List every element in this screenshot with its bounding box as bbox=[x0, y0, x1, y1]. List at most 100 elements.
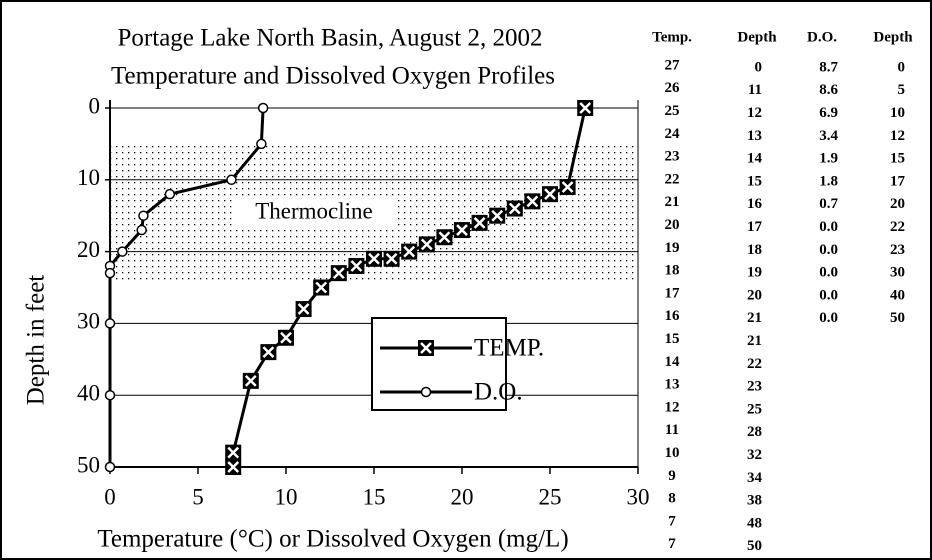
table-header: Depth bbox=[737, 29, 777, 45]
square-marker bbox=[260, 344, 277, 361]
square-marker bbox=[401, 243, 418, 260]
square-marker bbox=[330, 265, 347, 282]
table-cell: 0.0 bbox=[819, 242, 838, 258]
thermocline-label-bg bbox=[232, 199, 396, 227]
table-header: Depth bbox=[873, 29, 913, 45]
marker-cross bbox=[244, 374, 257, 387]
y-tick-label: 40 bbox=[77, 380, 100, 405]
square-marker bbox=[559, 178, 576, 195]
table-cell: 28 bbox=[747, 424, 762, 440]
circle-marker bbox=[256, 138, 267, 150]
table-cell: 23 bbox=[665, 149, 680, 165]
square-marker bbox=[489, 207, 506, 224]
table-cell: 21 bbox=[747, 333, 762, 349]
table-cell: 12 bbox=[890, 128, 905, 144]
table-cell: 16 bbox=[747, 196, 763, 212]
square-marker bbox=[348, 257, 365, 274]
circle-marker bbox=[117, 246, 128, 257]
thermocline-label: Thermocline bbox=[255, 198, 373, 223]
square-marker bbox=[225, 459, 242, 475]
marker-cross bbox=[526, 195, 539, 208]
square-marker bbox=[313, 279, 330, 296]
table-cell: 0 bbox=[898, 59, 906, 75]
marker-cross bbox=[297, 303, 310, 315]
square-marker bbox=[436, 229, 453, 246]
x-tick-label: 0 bbox=[104, 484, 116, 509]
y-tick-label: 20 bbox=[77, 237, 100, 262]
circle-marker bbox=[164, 188, 176, 200]
table-cell: 18 bbox=[747, 242, 762, 258]
x-tick-label: 30 bbox=[627, 484, 650, 509]
table-cell: 25 bbox=[665, 103, 680, 119]
table-cell: 22 bbox=[890, 219, 905, 235]
square-marker bbox=[471, 214, 488, 231]
circle-marker bbox=[104, 389, 116, 401]
table-cell: 15 bbox=[665, 331, 680, 347]
x-tick-label: 10 bbox=[275, 484, 298, 509]
table-cell: 30 bbox=[890, 265, 905, 281]
table-cell: 12 bbox=[665, 399, 680, 415]
table-cell: 22 bbox=[747, 356, 762, 372]
table-cell: 20 bbox=[665, 217, 680, 233]
y-tick-label: 30 bbox=[77, 309, 100, 334]
table-cell: 13 bbox=[747, 128, 762, 144]
table-cell: 15 bbox=[890, 151, 905, 167]
marker-cross bbox=[561, 181, 574, 193]
marker-cross bbox=[385, 252, 398, 265]
table-cell: 13 bbox=[665, 377, 680, 393]
square-marker bbox=[295, 301, 312, 318]
marker-cross bbox=[350, 260, 363, 272]
circle-marker bbox=[136, 224, 147, 236]
square-marker bbox=[225, 444, 242, 461]
square-marker bbox=[524, 193, 541, 210]
table-cell: 19 bbox=[747, 265, 762, 281]
table-cell: 17 bbox=[890, 173, 906, 189]
legend: TEMP. D.O. bbox=[371, 317, 544, 411]
square-marker bbox=[454, 222, 470, 239]
table-cell: 0.0 bbox=[819, 265, 838, 281]
square-marker bbox=[506, 200, 523, 217]
table-cell: 3.4 bbox=[819, 128, 838, 144]
table-header: Temp. bbox=[652, 29, 692, 45]
series-line bbox=[108, 107, 265, 467]
table-cell: 50 bbox=[890, 310, 905, 326]
series-line bbox=[231, 107, 587, 467]
table-header: D.O. bbox=[807, 29, 837, 45]
marker-cross bbox=[544, 188, 556, 201]
table-cell: 48 bbox=[747, 515, 762, 531]
table-cell: 6.9 bbox=[819, 105, 838, 121]
x-tick-label: 25 bbox=[539, 484, 562, 509]
table-cell: 11 bbox=[665, 422, 679, 438]
y-tick-label: 0 bbox=[89, 93, 101, 118]
table-cell: 8 bbox=[668, 491, 676, 507]
circle-marker bbox=[138, 210, 149, 221]
table-cell: 21 bbox=[665, 194, 680, 210]
y-tick-label: 10 bbox=[77, 165, 100, 190]
square-marker bbox=[242, 372, 259, 389]
table-cell: 0.0 bbox=[819, 219, 838, 235]
table-cell: 23 bbox=[890, 242, 905, 258]
x-tick-label: 20 bbox=[451, 484, 474, 509]
table-cell: 38 bbox=[747, 493, 762, 509]
square-marker bbox=[278, 329, 294, 346]
table-cell: 14 bbox=[665, 354, 681, 370]
marker-cross bbox=[579, 102, 592, 114]
x-tick-label: 5 bbox=[192, 484, 204, 509]
table-cell: 8.7 bbox=[819, 59, 838, 75]
marker-cross bbox=[438, 231, 451, 244]
table-cell: 25 bbox=[747, 401, 762, 417]
marker-cross bbox=[262, 346, 275, 359]
square-marker bbox=[418, 340, 434, 356]
table-cell: 10 bbox=[890, 105, 905, 121]
table-cell: 0 bbox=[755, 59, 763, 75]
table-cell: 14 bbox=[747, 151, 763, 167]
chart-title: Portage Lake North Basin, August 2, 2002 bbox=[118, 25, 543, 52]
table-cell: 17 bbox=[747, 219, 763, 235]
table-cell: 8.6 bbox=[819, 82, 838, 98]
table-cell: 24 bbox=[665, 126, 681, 142]
table-cell: 1.9 bbox=[819, 151, 838, 167]
legend-box bbox=[371, 317, 507, 411]
table-cell: 0.0 bbox=[819, 287, 838, 303]
legend-label: D.O. bbox=[474, 379, 523, 406]
